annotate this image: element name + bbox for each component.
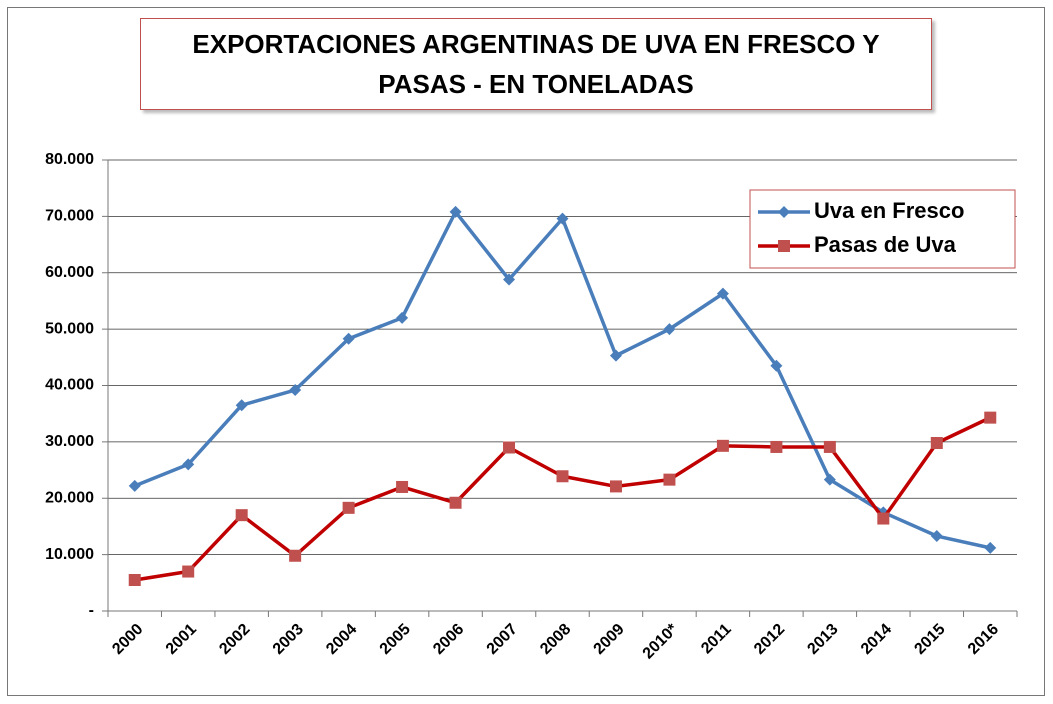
x-tick-label: 2007 xyxy=(484,621,521,658)
x-tick-label: 2011 xyxy=(698,621,735,658)
marker xyxy=(396,480,409,493)
x-tick-label: 2008 xyxy=(537,621,574,658)
y-tick-label: 20.000 xyxy=(45,489,94,506)
marker xyxy=(663,473,676,486)
marker xyxy=(289,549,302,562)
x-tick-label: 2006 xyxy=(430,621,467,658)
marker xyxy=(823,473,836,486)
marker xyxy=(128,573,141,586)
chart-frame xyxy=(7,7,1045,696)
x-tick-label: 2001 xyxy=(163,621,200,658)
x-tick-label: 2000 xyxy=(109,621,146,658)
marker xyxy=(128,479,141,492)
marker xyxy=(503,273,516,286)
marker xyxy=(342,332,355,345)
chart-title: EXPORTACIONES ARGENTINAS DE UVA EN FRESC… xyxy=(140,18,932,110)
marker xyxy=(182,458,195,471)
x-tick-label: 2014 xyxy=(858,621,895,658)
marker xyxy=(235,399,248,412)
legend-label: Uva en Fresco xyxy=(814,198,964,223)
y-tick-label: 10.000 xyxy=(45,546,94,563)
legend-marker xyxy=(778,206,790,218)
marker xyxy=(449,205,462,218)
x-tick-label: 2003 xyxy=(270,621,307,658)
marker xyxy=(503,441,516,454)
marker xyxy=(823,440,836,453)
marker xyxy=(770,440,783,453)
marker xyxy=(930,437,943,450)
marker xyxy=(449,496,462,509)
y-tick-label: 40.000 xyxy=(45,377,94,394)
x-tick-label: 2005 xyxy=(377,621,414,658)
marker xyxy=(342,501,355,514)
marker xyxy=(716,287,729,300)
marker xyxy=(877,512,890,525)
marker xyxy=(556,212,569,225)
marker xyxy=(716,439,729,452)
marker xyxy=(235,509,248,522)
marker xyxy=(182,565,195,578)
marker xyxy=(556,470,569,483)
y-tick-label: 60.000 xyxy=(45,264,94,281)
y-tick-label: - xyxy=(89,602,94,619)
x-tick-label: 2004 xyxy=(323,621,360,658)
x-tick-label: 2013 xyxy=(804,621,841,658)
marker xyxy=(770,359,783,372)
x-tick-label: 2002 xyxy=(216,621,253,658)
x-tick-label: 2016 xyxy=(965,621,1002,658)
legend-label: Pasas de Uva xyxy=(814,232,957,257)
marker xyxy=(396,311,409,324)
marker xyxy=(930,530,943,543)
marker xyxy=(289,384,302,397)
x-tick-label: 2012 xyxy=(751,621,788,658)
marker xyxy=(984,411,997,424)
legend-marker xyxy=(778,240,790,252)
y-tick-label: 70.000 xyxy=(45,208,94,225)
marker xyxy=(609,349,622,362)
y-tick-label: 80.000 xyxy=(45,151,94,168)
legend-box xyxy=(749,189,1016,269)
x-tick-label: 2009 xyxy=(591,621,628,658)
y-tick-label: 30.000 xyxy=(45,433,94,450)
marker xyxy=(663,323,676,336)
x-tick-label: 2010* xyxy=(640,620,682,662)
marker xyxy=(984,541,997,554)
marker xyxy=(609,480,622,493)
x-tick-label: 2015 xyxy=(911,621,948,658)
y-tick-label: 50.000 xyxy=(45,320,94,337)
